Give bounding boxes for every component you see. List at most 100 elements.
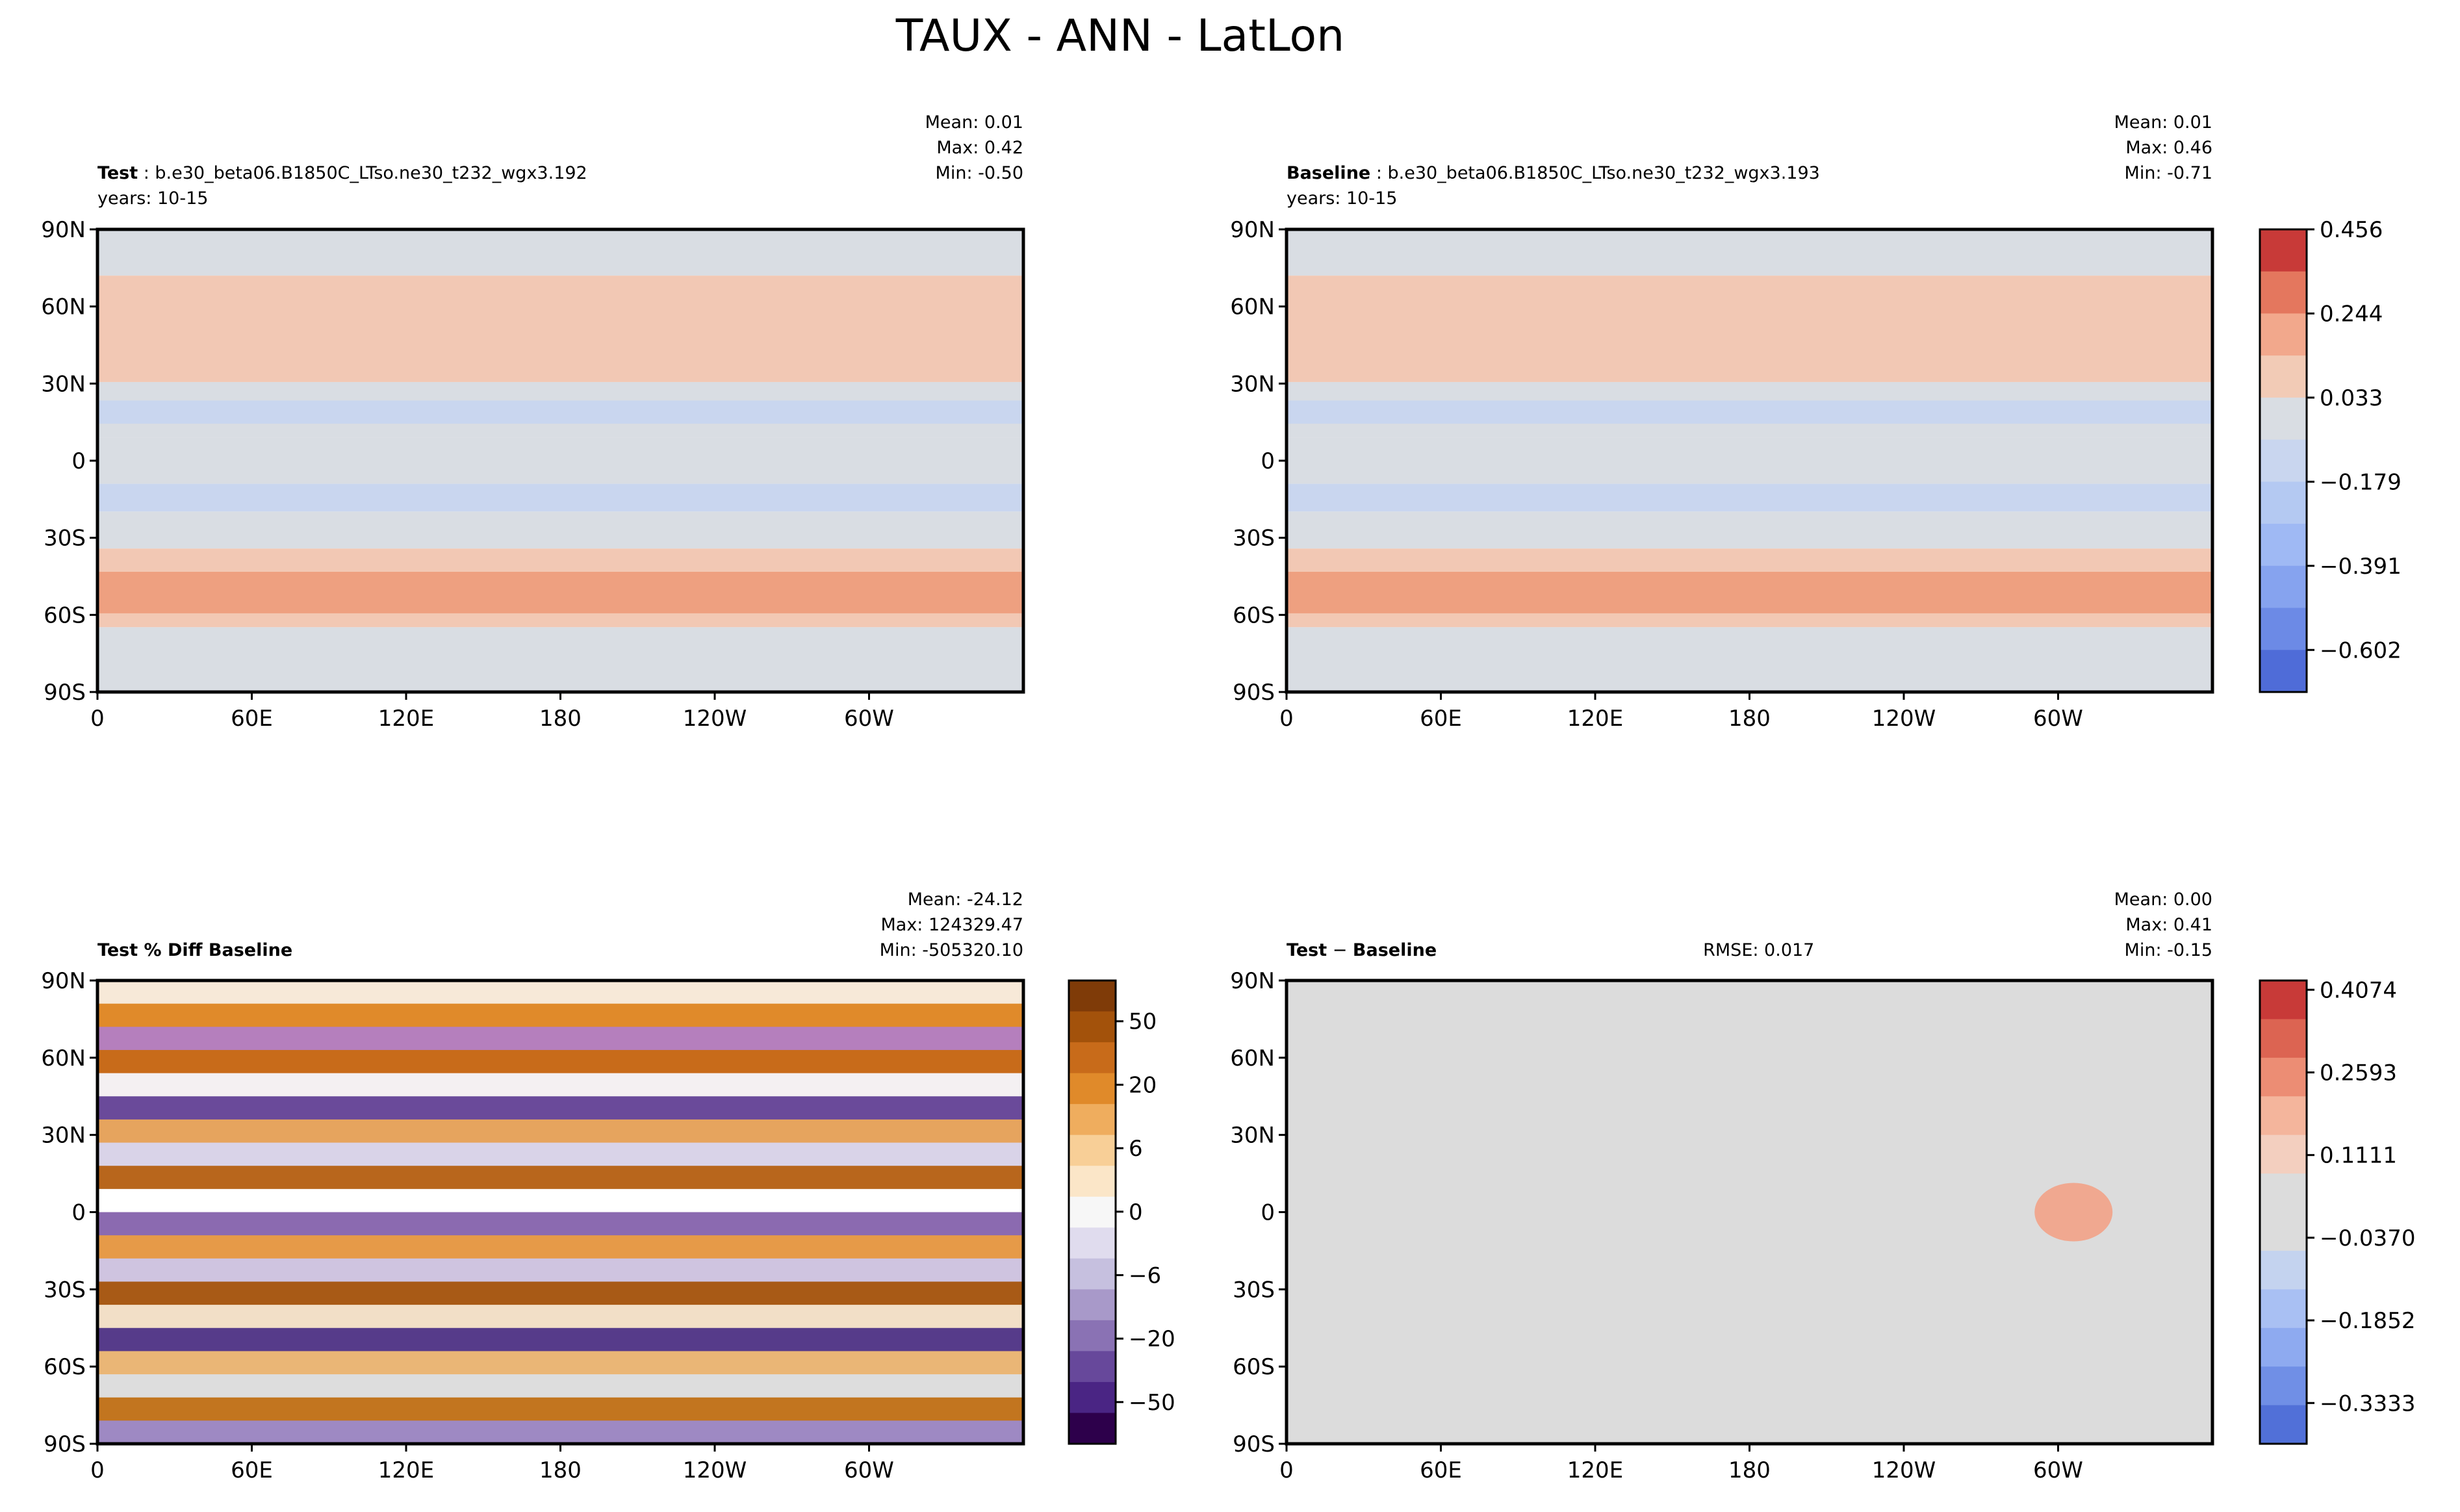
- map-band: [1287, 511, 2212, 549]
- colorbar-level: [2260, 481, 2307, 525]
- colorbar-tick-label: 0.2593: [2320, 1060, 2397, 1086]
- y-tick-label: 90N: [41, 217, 86, 243]
- colorbar-level: [2260, 650, 2307, 693]
- colorbar-level: [1069, 1196, 1116, 1229]
- map-band: [97, 511, 1023, 549]
- colorbar-tick-label: −0.0370: [2320, 1225, 2415, 1251]
- colorbar-level: [1069, 1011, 1116, 1044]
- colorbar-level: [2260, 1289, 2307, 1329]
- panel-stat: Min: -0.15: [2125, 940, 2212, 960]
- y-tick-label: 0: [71, 448, 86, 474]
- colorbar-level: [2260, 229, 2307, 272]
- colorbar-level: [2260, 1057, 2307, 1097]
- colorbar-tick-label: 0.033: [2320, 385, 2383, 411]
- colorbar-level: [2260, 565, 2307, 609]
- map-band: [1287, 400, 2212, 424]
- colorbar-level: [1069, 1104, 1116, 1136]
- colorbar-tick-label: −0.602: [2320, 637, 2402, 663]
- colorbar-level: [1069, 1134, 1116, 1167]
- y-tick-label: 30S: [44, 1277, 86, 1303]
- map-band: [97, 1119, 1023, 1144]
- x-tick-label: 0: [90, 706, 105, 732]
- y-tick-label: 30N: [1230, 1123, 1275, 1149]
- panel-title-part: Baseline: [1287, 163, 1370, 183]
- y-tick-label: 90S: [44, 1431, 86, 1457]
- map-band: [97, 980, 1023, 1005]
- colorbar-level: [1069, 1351, 1116, 1383]
- colorbar-tick-label: −0.3333: [2320, 1390, 2415, 1416]
- y-tick-label: 90N: [1230, 217, 1275, 243]
- colorbar-tick-label: 50: [1129, 1009, 1157, 1035]
- colorbar-level: [2260, 1212, 2307, 1251]
- y-tick-label: 30N: [41, 1123, 86, 1149]
- y-tick-label: 90S: [1233, 680, 1275, 706]
- map-band: [97, 483, 1023, 512]
- x-tick-label: 60E: [231, 1457, 273, 1483]
- colorbar-tick-label: 0.4074: [2320, 977, 2397, 1003]
- colorbar-level: [2260, 397, 2307, 441]
- map-band: [97, 1073, 1023, 1097]
- map-band: [97, 1096, 1023, 1120]
- colorbar-tick-label: −0.1852: [2320, 1308, 2415, 1334]
- map-band: [97, 275, 1023, 382]
- x-tick-label: 120W: [1872, 1457, 1936, 1483]
- y-tick-label: 60N: [41, 294, 86, 320]
- y-tick-label: 90S: [44, 680, 86, 706]
- panel-title: Test : b.e30_beta06.B1850C_LTso.ne30_t23…: [97, 163, 587, 183]
- colorbar-level: [2260, 1250, 2307, 1290]
- x-tick-label: 120E: [1567, 1457, 1623, 1483]
- colorbar-level: [1069, 1320, 1116, 1352]
- x-tick-label: 120W: [1872, 706, 1936, 732]
- map-band: [97, 1027, 1023, 1051]
- map-band: [97, 548, 1023, 572]
- x-tick-label: 60W: [844, 706, 894, 732]
- colorbar-level: [1069, 1073, 1116, 1105]
- x-tick-label: 120E: [378, 1457, 434, 1483]
- panel-title-part: Test: [97, 163, 138, 183]
- panel-stat: Max: 0.46: [2125, 138, 2212, 158]
- colorbar-frame: [2259, 228, 2308, 693]
- panel-title-part: Baseline: [1353, 940, 1437, 960]
- colorbar-tick-label: −6: [1129, 1262, 1161, 1288]
- y-tick-label: 30S: [44, 526, 86, 552]
- colorbar-level: [1069, 1413, 1116, 1444]
- colorbar-level: [2260, 1134, 2307, 1175]
- panel-stat: Mean: 0.01: [2114, 112, 2212, 133]
- panel-years: years: 10-15: [1287, 188, 1397, 209]
- map-band: [97, 1420, 1023, 1444]
- colorbar-tick-label: 0: [1129, 1199, 1143, 1225]
- map-band: [97, 1003, 1023, 1028]
- y-tick-label: 0: [71, 1200, 86, 1226]
- colorbar-tick-label: 6: [1129, 1136, 1143, 1162]
- colorbar-tick-label: 0.244: [2320, 301, 2383, 327]
- panel-stat: Mean: 0.00: [2114, 890, 2212, 910]
- y-tick-label: 30S: [1233, 1277, 1275, 1303]
- panel-stat: Max: 0.41: [2125, 915, 2212, 935]
- y-tick-label: 30S: [1233, 526, 1275, 552]
- colorbar-tick-label: 0.456: [2320, 217, 2383, 243]
- y-tick-label: 90N: [41, 968, 86, 994]
- colorbar-tick-label: 0.1111: [2320, 1143, 2397, 1169]
- map-band: [97, 229, 1023, 276]
- colorbar-level: [2260, 980, 2307, 1020]
- colorbar-level: [2260, 1405, 2307, 1444]
- map-band: [97, 1397, 1023, 1422]
- x-tick-label: 120E: [1567, 706, 1623, 732]
- map-band: [97, 1235, 1023, 1259]
- colorbar-level: [1069, 980, 1116, 1012]
- panel-stat: Max: 124329.47: [880, 915, 1023, 935]
- colorbar-level: [2260, 1096, 2307, 1136]
- map-band: [97, 1142, 1023, 1167]
- colorbar-tick-label: −0.179: [2320, 469, 2402, 495]
- colorbar-level: [2260, 355, 2307, 398]
- x-tick-label: 60W: [2033, 706, 2083, 732]
- colorbar-level: [2260, 1327, 2307, 1368]
- panel-title: Test − Baseline: [1287, 940, 1437, 960]
- map-band: [97, 1212, 1023, 1237]
- panel-stat: Mean: 0.01: [925, 112, 1023, 133]
- map-band: [97, 1351, 1023, 1376]
- x-tick-label: 60W: [844, 1457, 894, 1483]
- x-tick-label: 120W: [683, 1457, 747, 1483]
